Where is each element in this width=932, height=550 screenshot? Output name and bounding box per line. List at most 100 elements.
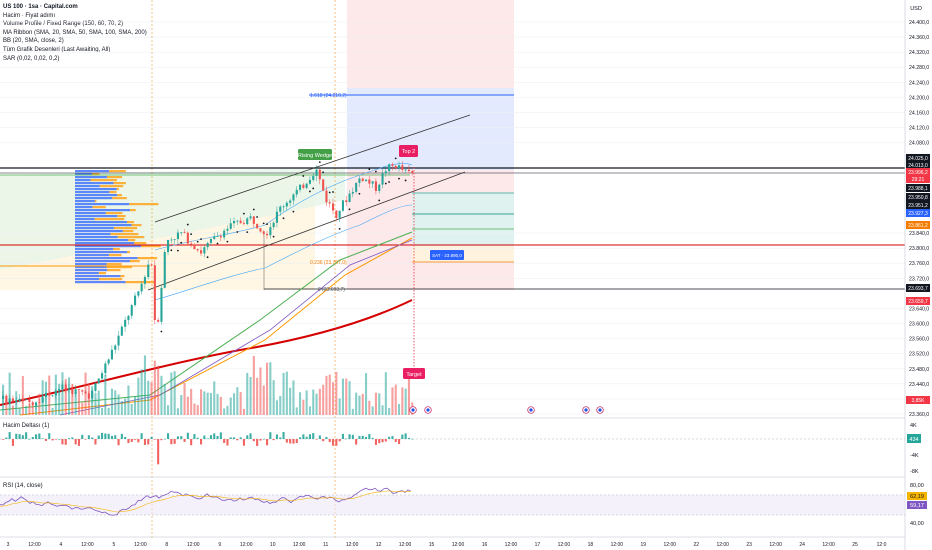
candle-body (308, 179, 311, 184)
candle-body (77, 389, 80, 391)
volume-bar (308, 406, 311, 415)
sar-dot (262, 222, 265, 225)
indicator-ma-ribbon[interactable]: MA Ribbon (SMA, 20, SMA, 50, SMA, 100, S… (3, 29, 147, 36)
sar-dot (348, 208, 351, 211)
volume-delta-title[interactable]: Hacim Deltası (1) (3, 423, 50, 429)
volume-profile-bar (75, 251, 128, 254)
volume-bar (358, 395, 361, 415)
wedge-upper-line[interactable] (154, 114, 471, 223)
price-tick-label: 23.560,0 (909, 337, 929, 343)
time-tick-label: 12:00 (346, 542, 359, 548)
sar-dot (322, 171, 324, 174)
delta-bar (68, 438, 71, 439)
delta-bar (315, 439, 318, 440)
sar-dot (196, 240, 199, 243)
volume-bar (176, 408, 179, 415)
delta-bar (384, 439, 387, 442)
delta-bar (229, 437, 232, 439)
event-flag-icon-inner (411, 408, 415, 412)
sar-dot (378, 199, 381, 202)
pattern-label-box[interactable] (298, 149, 332, 160)
volume-bar (190, 388, 193, 415)
top-label-box[interactable] (399, 145, 418, 157)
candle-body (358, 178, 361, 183)
sar-dot (368, 168, 371, 171)
indicator-volume[interactable]: Hacim · Fiyat adımı (3, 12, 56, 19)
delta-bar (5, 437, 8, 439)
time-tick-label: 10 (270, 542, 276, 548)
sar-dot (292, 210, 295, 213)
candle-body (355, 182, 358, 192)
indicator-volume-profile[interactable]: Volume Profile / Fixed Range (150, 60, 7… (3, 21, 124, 28)
delta-bar (48, 433, 51, 439)
price-badges: 24.025,024.013,023.996,229:21 23.988,1 23.… (906, 154, 930, 404)
volume-bar (404, 388, 407, 415)
candle-body (15, 401, 18, 402)
volume-profile-bar (122, 230, 134, 233)
candle-body (249, 216, 252, 219)
volume-bar (279, 396, 282, 415)
time-axis[interactable]: 3 12:00 4 12:00 5 12:00 8 12:00 9 12:00 10 12:00 11 1… (7, 542, 887, 548)
candle-body (200, 250, 203, 254)
candle-body (206, 242, 209, 248)
candle-body (398, 165, 401, 169)
volume-bar (348, 381, 351, 415)
time-tick-label: 12:00 (558, 542, 571, 548)
volume-bar (335, 371, 338, 415)
volume-bar (18, 408, 21, 415)
symbol-title[interactable]: US 100 · 1sa · Capital.com (3, 4, 78, 10)
candles (2, 161, 414, 410)
candle-body (11, 398, 14, 402)
candle-body (345, 200, 348, 203)
event-flags[interactable] (409, 406, 604, 414)
candle-body (167, 239, 170, 253)
candle-body (107, 359, 110, 364)
candle-body (272, 222, 275, 228)
delta-value-badge (907, 434, 921, 443)
delta-bar (233, 437, 236, 439)
volume-bar (163, 383, 166, 415)
volume-bar (398, 403, 401, 415)
candle-body (411, 171, 414, 174)
indicator-patterns[interactable]: Tüm Grafik Desenleri (Last Awaiting, All… (3, 46, 111, 53)
delta-bar (259, 439, 262, 441)
volume-bar (71, 384, 74, 415)
volume-profile-bar (110, 233, 139, 236)
volume-bar (170, 372, 173, 415)
price-badge (906, 175, 930, 183)
delta-bar (391, 436, 394, 439)
target-label-box[interactable] (403, 368, 425, 379)
price-axis[interactable]: 24.400,0 24.360,0 24.320,0 24.280,0 24.240,0… (909, 20, 929, 418)
delta-bar (51, 439, 54, 441)
candle-body (368, 179, 371, 184)
candle-body (312, 175, 315, 180)
delta-bar (104, 433, 107, 439)
indicator-bb[interactable]: BB (20, SMA, close, 2) (3, 38, 64, 45)
candle-body (74, 389, 77, 394)
delta-bar (64, 439, 67, 445)
candle-body (193, 244, 196, 250)
time-tick-label: 12:00 (81, 542, 94, 548)
delta-bar (312, 433, 315, 439)
volume-bar (58, 383, 61, 415)
volume-profile-bar (75, 224, 132, 227)
delta-bar (150, 436, 153, 439)
candle-body (282, 206, 285, 208)
rsi-value-badge (907, 501, 927, 509)
sar-dot (302, 175, 305, 177)
indicator-sar[interactable]: SAR (0,02, 0,02, 0,2) (3, 55, 60, 62)
volume-bar (219, 396, 222, 415)
wedge-lower-line[interactable] (147, 171, 466, 291)
order-box[interactable] (430, 250, 464, 260)
candle-body (318, 169, 321, 180)
candle-body (394, 165, 397, 169)
candle-body (262, 231, 265, 234)
sar-dot (404, 179, 407, 182)
volume-profile-bar (75, 182, 114, 185)
bb-lower (154, 204, 413, 301)
volume-bar (328, 374, 331, 415)
rsi-title[interactable]: RSI (14, close) (3, 483, 43, 489)
time-tick-label: 18 (588, 542, 594, 548)
volume-profile-bar (131, 224, 142, 227)
